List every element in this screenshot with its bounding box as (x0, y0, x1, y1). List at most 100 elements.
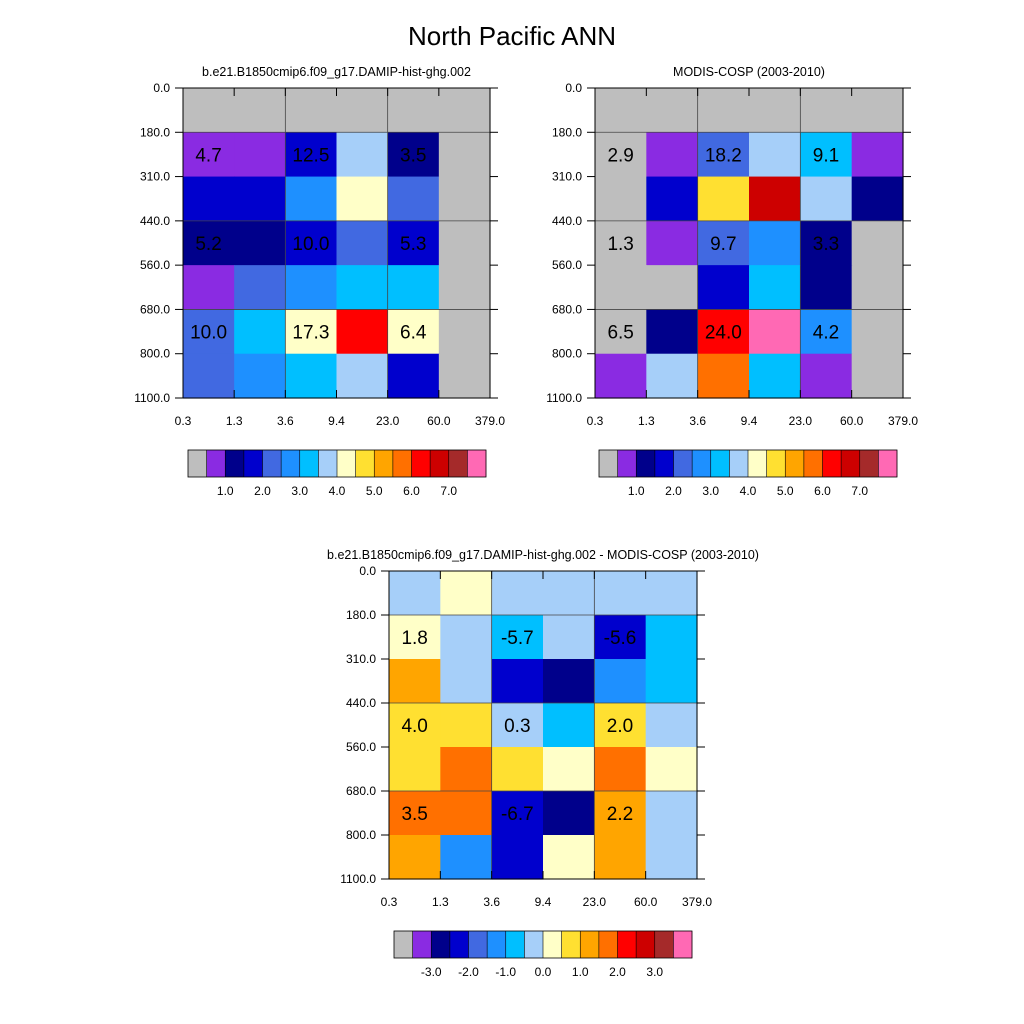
panels: b.e21.B1850cmip6.f09_g17.DAMIP-hist-ghg.… (134, 65, 918, 979)
heatmap-cell (387, 309, 440, 355)
x-tick-label: 3.6 (689, 414, 706, 428)
heatmap-cell (389, 659, 441, 704)
heatmap-cell (800, 353, 853, 399)
heatmap-cell (595, 265, 647, 311)
heatmap-cell (491, 615, 544, 660)
heatmap-cell (543, 747, 595, 792)
heatmap-cell (594, 791, 647, 836)
cell-annotation: 4.7 (195, 145, 221, 166)
colorbar-label: -2.0 (458, 965, 479, 979)
heatmap-cell (595, 353, 647, 399)
heatmap-cell (438, 88, 491, 133)
heatmap-cell (234, 88, 286, 133)
colorbar-swatch (374, 450, 394, 477)
heatmap-cell (336, 88, 389, 133)
y-tick-label: 680.0 (552, 302, 582, 316)
colorbar-label: 1.0 (572, 965, 589, 979)
y-tick-label: 560.0 (346, 740, 376, 754)
heatmap-cell (646, 220, 699, 266)
heatmap-cell (800, 88, 853, 133)
heatmap-cell (389, 791, 441, 836)
heatmap-cell (387, 353, 440, 399)
heatmap-cell (749, 353, 801, 399)
heatmap-cell (543, 835, 595, 880)
colorbar-swatch (299, 450, 319, 477)
cell-annotation: 6.5 (607, 323, 633, 344)
figure-title: North Pacific ANN (408, 21, 616, 51)
y-tick-label: 1100.0 (134, 391, 170, 405)
heatmap-cell (543, 571, 595, 616)
colorbar-swatch (524, 931, 544, 958)
x-tick-label: 9.4 (741, 414, 758, 428)
heatmap-cell (285, 309, 338, 355)
x-tick-label: 23.0 (789, 414, 813, 428)
heatmap-cell (285, 132, 338, 178)
colorbar-frame (393, 930, 693, 959)
heatmap-cell (543, 615, 595, 660)
x-tick-label: 23.0 (376, 414, 400, 428)
heatmap-cell (594, 835, 647, 880)
x-tick-label: 379.0 (682, 895, 712, 909)
heatmap-cell (645, 659, 698, 704)
cell-annotation: 0.3 (504, 716, 530, 737)
colorbar-swatch (281, 450, 301, 477)
heatmap-cell (645, 791, 698, 836)
x-tick-label: 23.0 (583, 895, 607, 909)
x-tick-label: 379.0 (475, 414, 505, 428)
colorbar-swatch (673, 450, 693, 477)
colorbar-swatch (803, 450, 823, 477)
colorbar-label: -1.0 (495, 965, 516, 979)
colorbar-swatch (617, 450, 637, 477)
colorbar-swatch (598, 931, 618, 958)
heatmap-cell (285, 176, 338, 222)
heatmap-cell (851, 220, 904, 266)
panel-title: MODIS-COSP (2003-2010) (673, 65, 825, 79)
cell-annotation: 4.2 (813, 323, 839, 344)
colorbar-swatch (431, 931, 451, 958)
heatmap-cell (285, 88, 338, 133)
colorbar-swatch (766, 450, 786, 477)
heatmap-cell (594, 571, 647, 616)
cell-annotation: 18.2 (705, 145, 742, 166)
heatmap-cell (645, 703, 698, 748)
cell-annotation: 2.2 (607, 804, 633, 825)
heatmap-cell (800, 220, 853, 266)
heatmap-cell (440, 835, 493, 880)
cell-annotation: 3.3 (813, 234, 839, 255)
colorbar-swatch (748, 450, 768, 477)
heatmap-cell (800, 132, 853, 178)
y-tick-label: 800.0 (346, 828, 376, 842)
cell-annotation: 9.1 (813, 145, 839, 166)
colorbar-swatch (841, 450, 861, 477)
colorbar-label: -3.0 (421, 965, 442, 979)
colorbar-swatch (673, 931, 693, 958)
x-tick-label: 60.0 (427, 414, 451, 428)
x-tick-label: 1.3 (226, 414, 243, 428)
heatmap-cell (234, 353, 286, 399)
y-tick-label: 560.0 (140, 258, 170, 272)
y-tick-label: 310.0 (140, 170, 170, 184)
colorbar-frame (187, 449, 487, 478)
heatmap-cell (645, 835, 698, 880)
colorbar-label: 4.0 (740, 484, 757, 498)
heatmap-cell (851, 265, 904, 311)
y-tick-label: 180.0 (346, 608, 376, 622)
heatmap-cell (646, 309, 699, 355)
cell-annotation: 5.3 (400, 234, 426, 255)
heatmap-cell (800, 176, 853, 222)
heatmap-cell (645, 615, 698, 660)
y-tick-label: 680.0 (140, 302, 170, 316)
heatmap-cell (543, 703, 595, 748)
heatmap-cell (595, 309, 647, 355)
cell-annotation: 2.9 (607, 145, 633, 166)
heatmap-cell (183, 220, 235, 266)
colorbar-swatch (692, 450, 712, 477)
heatmap-cell (749, 132, 801, 178)
heatmap-cell (389, 835, 441, 880)
colorbar-swatch (599, 450, 619, 477)
heatmap-panel-2: MODIS-COSP (2003-2010) 0.3 1.3 3.6 9.4 23.0 60… (546, 65, 918, 498)
heatmap-cell (440, 791, 493, 836)
heatmap-cell (491, 659, 544, 704)
heatmap-cell (543, 791, 595, 836)
x-tick-label: 9.4 (535, 895, 552, 909)
